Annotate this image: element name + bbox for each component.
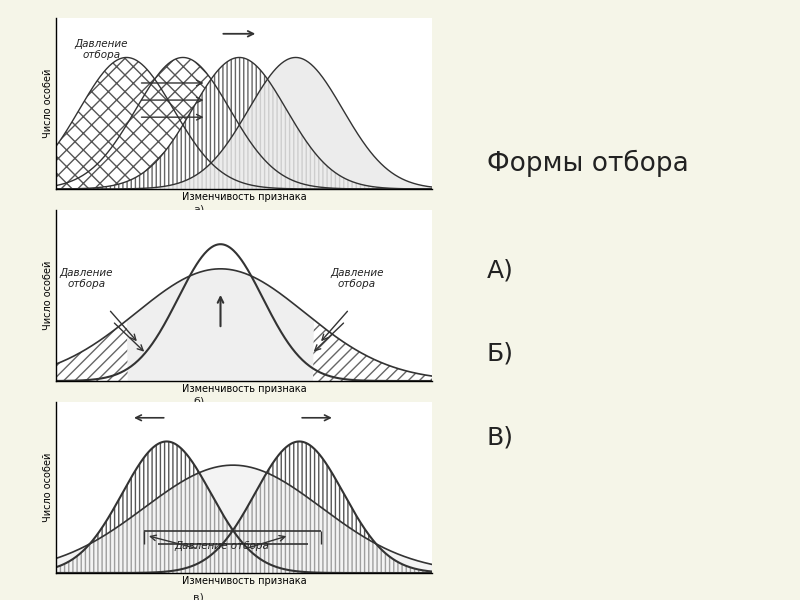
Text: б): б) [194, 397, 205, 407]
Text: А): А) [486, 258, 514, 282]
Text: Давление отбора: Давление отбора [174, 541, 269, 551]
Y-axis label: Число особей: Число особей [43, 69, 54, 138]
X-axis label: Изменчивость признака: Изменчивость признака [182, 384, 306, 394]
Text: а): а) [194, 205, 205, 215]
Text: Давление
отбора: Давление отбора [59, 268, 113, 289]
Text: В): В) [486, 426, 514, 450]
X-axis label: Изменчивость признака: Изменчивость признака [182, 576, 306, 586]
Text: Давление
отбора: Давление отбора [330, 268, 383, 289]
Text: Формы отбора: Формы отбора [486, 150, 689, 177]
Text: в): в) [194, 592, 204, 600]
Text: Давление
отбора: Давление отбора [74, 38, 128, 60]
Y-axis label: Число особей: Число особей [43, 261, 54, 330]
X-axis label: Изменчивость признака: Изменчивость признака [182, 192, 306, 202]
Text: Б): Б) [486, 342, 514, 366]
Y-axis label: Число особей: Число особей [43, 453, 54, 522]
